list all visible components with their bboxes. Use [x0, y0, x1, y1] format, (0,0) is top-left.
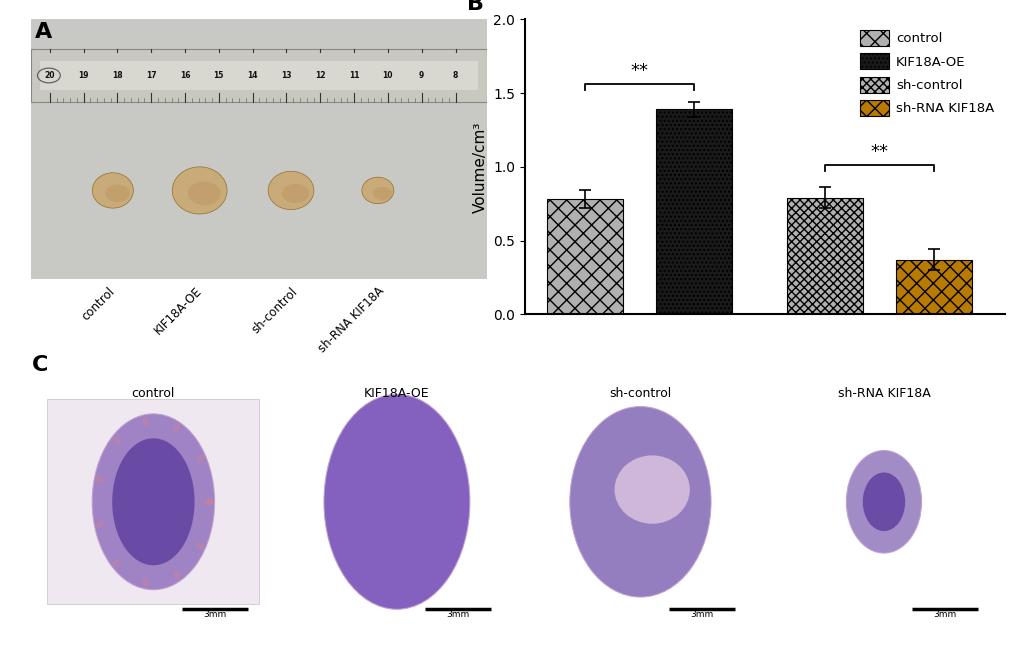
Bar — [31, 19, 487, 279]
Ellipse shape — [95, 476, 104, 482]
Text: B: B — [467, 0, 484, 14]
Bar — [48, 399, 259, 604]
Text: 11: 11 — [348, 71, 359, 80]
Ellipse shape — [846, 450, 921, 553]
Ellipse shape — [205, 498, 214, 505]
Ellipse shape — [268, 171, 314, 210]
Text: 20: 20 — [45, 71, 55, 80]
Text: **: ** — [869, 143, 888, 161]
Text: 18: 18 — [112, 71, 122, 80]
Bar — [546, 199, 623, 314]
Ellipse shape — [95, 521, 104, 528]
Text: 17: 17 — [146, 71, 156, 80]
Y-axis label: Volume/cm³: Volume/cm³ — [472, 121, 487, 213]
Ellipse shape — [105, 184, 129, 202]
Ellipse shape — [570, 406, 710, 597]
Text: KIF18A-OE: KIF18A-OE — [364, 387, 429, 400]
Bar — [655, 110, 732, 314]
Text: sh-RNA KIF18A: sh-RNA KIF18A — [837, 387, 929, 400]
Text: 14: 14 — [248, 71, 258, 80]
Text: C: C — [32, 355, 48, 375]
Ellipse shape — [113, 437, 120, 445]
Text: sh-control: sh-control — [608, 387, 671, 400]
Ellipse shape — [112, 438, 195, 565]
Ellipse shape — [113, 559, 120, 567]
Legend: control, KIF18A-OE, sh-control, sh-RNA KIF18A: control, KIF18A-OE, sh-control, sh-RNA K… — [856, 26, 998, 120]
Ellipse shape — [92, 173, 133, 208]
Ellipse shape — [281, 184, 309, 203]
Text: sh-control: sh-control — [249, 285, 300, 336]
Text: A: A — [35, 23, 52, 42]
Bar — [895, 260, 971, 314]
Ellipse shape — [197, 542, 205, 549]
Ellipse shape — [324, 395, 470, 609]
Ellipse shape — [173, 570, 180, 580]
Text: 12: 12 — [315, 71, 325, 80]
Ellipse shape — [205, 498, 214, 505]
Ellipse shape — [143, 417, 148, 426]
Text: 3mm: 3mm — [689, 611, 712, 620]
Bar — [31, 49, 487, 102]
Ellipse shape — [92, 414, 214, 590]
Ellipse shape — [172, 167, 227, 214]
Text: **: ** — [630, 62, 648, 80]
Text: 19: 19 — [78, 71, 89, 80]
Ellipse shape — [197, 454, 205, 461]
Text: 10: 10 — [382, 71, 392, 80]
Text: 3mm: 3mm — [932, 611, 956, 620]
Ellipse shape — [362, 177, 393, 204]
Ellipse shape — [173, 424, 180, 433]
Ellipse shape — [613, 456, 689, 524]
Text: control: control — [79, 285, 117, 323]
Ellipse shape — [862, 472, 904, 531]
Text: 3mm: 3mm — [203, 611, 226, 620]
Text: sh-RNA KIF18A: sh-RNA KIF18A — [316, 285, 386, 356]
Ellipse shape — [373, 187, 391, 200]
Text: 8: 8 — [452, 71, 458, 80]
Text: 15: 15 — [213, 71, 224, 80]
Text: 16: 16 — [179, 71, 191, 80]
Bar — [786, 198, 862, 314]
Text: 9: 9 — [419, 71, 424, 80]
Ellipse shape — [143, 577, 148, 587]
Text: 3mm: 3mm — [446, 611, 470, 620]
Text: 13: 13 — [281, 71, 291, 80]
Text: KIF18A-OE: KIF18A-OE — [152, 285, 204, 337]
Bar — [40, 61, 478, 90]
Text: control: control — [131, 387, 175, 400]
Ellipse shape — [187, 182, 220, 205]
